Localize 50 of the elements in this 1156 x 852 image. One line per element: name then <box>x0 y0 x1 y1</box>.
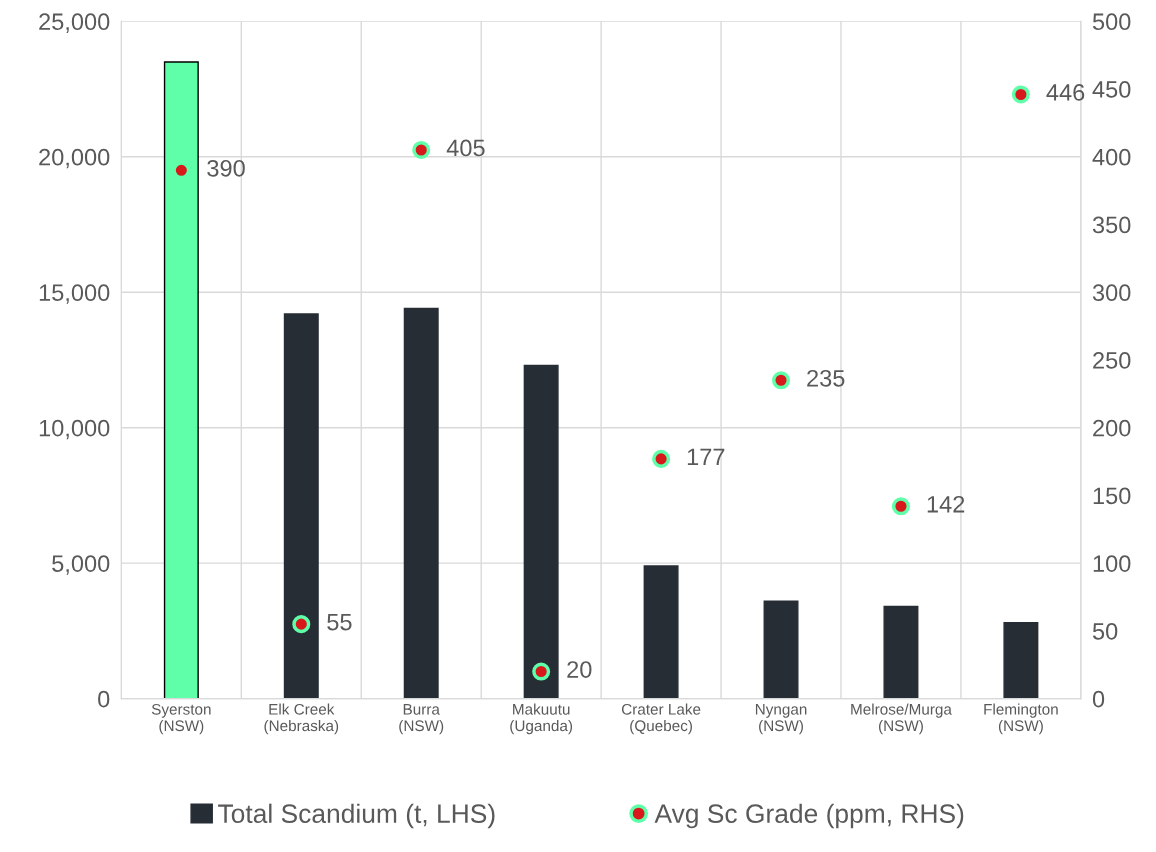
x-tick-label: Makuutu (Uganda) <box>510 703 573 735</box>
bar <box>403 307 439 699</box>
data-label: 405 <box>446 139 485 157</box>
y2-tick-label: 150 <box>1093 487 1131 505</box>
x-tick-label: Melrose/Murga (NSW) <box>851 703 952 735</box>
y-tick-label: 25,000 <box>39 13 110 33</box>
y2-tick-label: 450 <box>1092 81 1131 98</box>
y2-tick-label: 300 <box>1092 284 1131 302</box>
x-tick-label: Syerston (NSW) <box>151 703 211 735</box>
y2-tick-label: 250 <box>1093 352 1131 369</box>
bar <box>763 600 799 699</box>
x-tick-label: Burra (NSW) <box>399 704 444 735</box>
data-label: 55 <box>327 613 352 631</box>
x-tick-label: Crater Lake (Quebec) <box>621 703 701 735</box>
y2-tick-label: 100 <box>1093 555 1131 572</box>
point <box>652 449 671 468</box>
y2-tick-label: 350 <box>1092 216 1131 234</box>
bar <box>1003 622 1039 699</box>
point <box>292 615 311 634</box>
point <box>412 140 431 160</box>
x-tick-label: Flemington (NSW) <box>984 703 1058 735</box>
bar <box>523 364 559 699</box>
bar <box>163 61 199 699</box>
y-tick-label: 0 <box>98 690 110 708</box>
data-label: 446 <box>1046 84 1085 101</box>
y-tick-label: 10,000 <box>39 419 110 440</box>
data-label: 177 <box>687 448 725 465</box>
data-label: 390 <box>207 159 245 177</box>
y2-tick-label: 500 <box>1092 13 1131 31</box>
point <box>1011 85 1030 104</box>
bar <box>883 605 919 699</box>
bar <box>283 313 319 699</box>
legend-label: Avg Sc Grade (ppm, RHS) <box>654 803 964 829</box>
legend-label: Total Scandium (t, LHS) <box>218 803 495 829</box>
point <box>532 662 551 681</box>
y2-tick-label: 0 <box>1092 690 1105 708</box>
data-label: 20 <box>567 661 592 678</box>
data-label: 142 <box>927 495 965 513</box>
x-tick-label: Nyngan (NSW) <box>755 704 807 735</box>
point <box>891 497 910 516</box>
y-tick-label: 5,000 <box>52 555 110 575</box>
y-tick-label: 15,000 <box>39 284 110 304</box>
x-tick-label: Elk Creek (Nebraska) <box>264 703 339 735</box>
y2-tick-label: 200 <box>1093 419 1131 437</box>
bar <box>643 565 679 699</box>
y2-tick-label: 400 <box>1092 148 1131 166</box>
point <box>772 371 791 390</box>
y-tick-label: 20,000 <box>39 148 110 169</box>
data-label: 235 <box>807 369 845 387</box>
y2-tick-label: 50 <box>1092 622 1118 640</box>
